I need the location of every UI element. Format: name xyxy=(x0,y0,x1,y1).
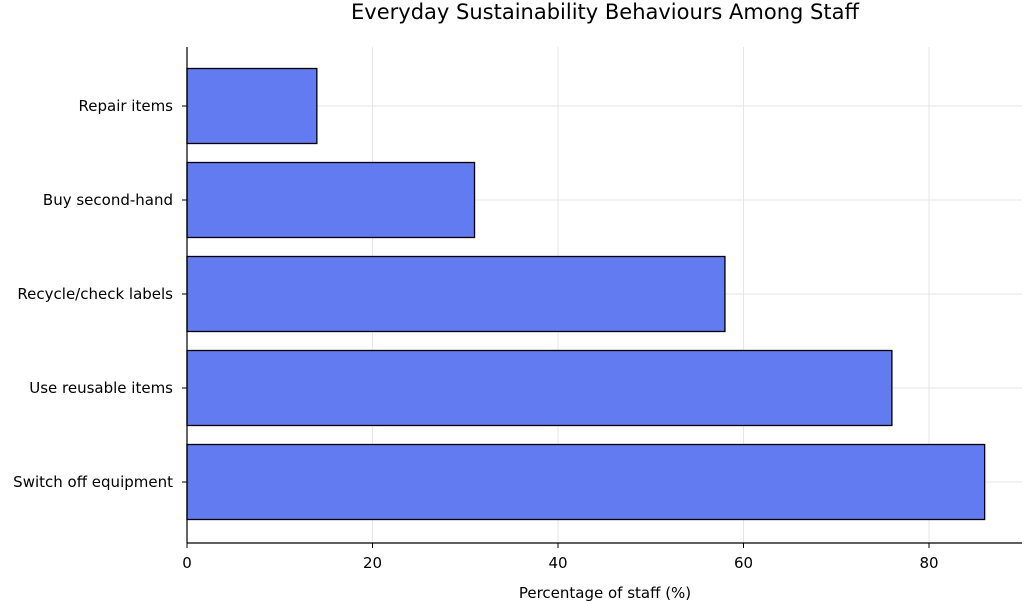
bar xyxy=(186,67,318,145)
x-tick-label: 40 xyxy=(548,554,567,572)
y-tick-label: Recycle/check labels xyxy=(17,285,173,303)
bar xyxy=(186,255,726,333)
y-ticks: Switch off equipment Use reusable items Re… xyxy=(13,97,187,491)
y-tick-label: Repair items xyxy=(79,97,174,115)
bar xyxy=(186,349,893,427)
axes xyxy=(186,47,1022,544)
y-tick-label: Switch off equipment xyxy=(13,473,173,491)
y-tick-label: Use reusable items xyxy=(29,379,173,397)
x-axis-title: Percentage of staff (%) xyxy=(519,584,691,601)
x-tick-label: 80 xyxy=(919,554,938,572)
y-tick-label: Buy second-hand xyxy=(43,191,173,209)
x-tick-label: 60 xyxy=(734,554,753,572)
x-tick-label: 20 xyxy=(363,554,382,572)
x-ticks: 0 20 40 60 80 xyxy=(182,543,939,572)
bars xyxy=(186,67,986,521)
bar xyxy=(186,443,986,521)
x-tick-label: 0 xyxy=(182,554,192,572)
bar xyxy=(186,161,476,239)
chart-title: Everyday Sustainability Behaviours Among… xyxy=(351,0,859,24)
